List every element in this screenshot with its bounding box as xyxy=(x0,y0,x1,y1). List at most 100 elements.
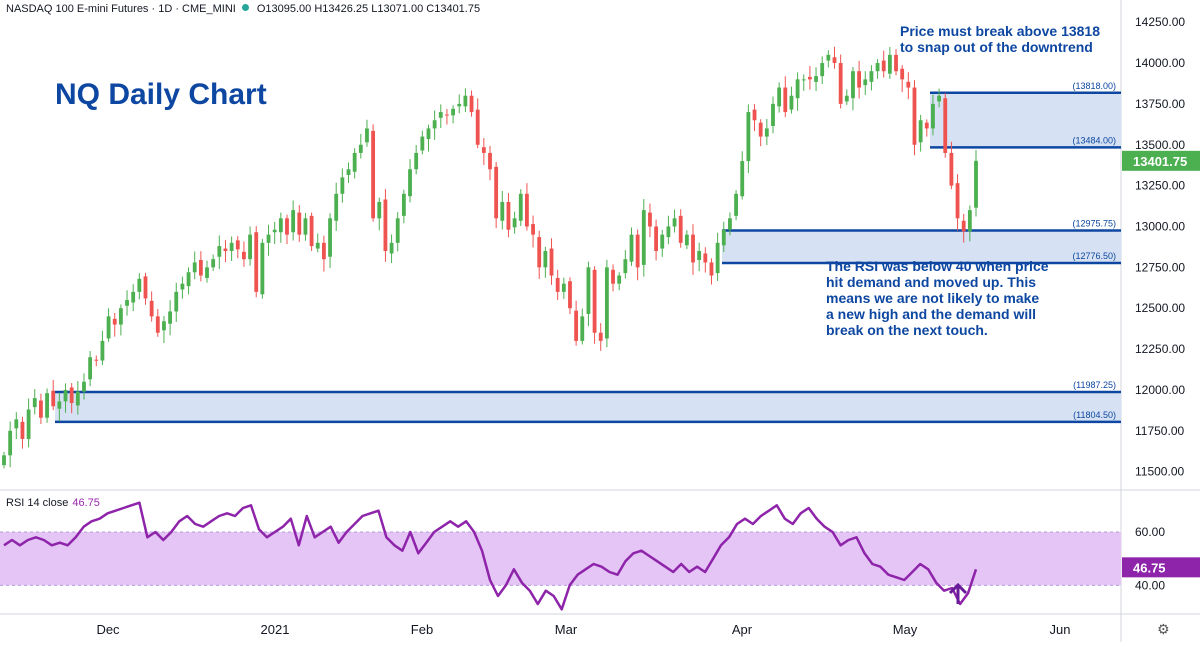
candle-down xyxy=(709,262,714,276)
candle-up xyxy=(543,251,548,268)
candle-up xyxy=(918,120,923,143)
rsi-axis-tick: 40.00 xyxy=(1135,578,1165,592)
candle-up xyxy=(334,193,339,221)
symbol-label[interactable]: NASDAQ 100 E-mini Futures · 1D · CME_MIN… xyxy=(6,3,236,15)
candle-up xyxy=(937,95,941,102)
candle-up xyxy=(100,340,105,361)
zone-top-label: (12975.75) xyxy=(1072,218,1116,228)
last-price-label: 13401.75 xyxy=(1133,154,1187,169)
candle-up xyxy=(672,218,677,227)
gear-icon[interactable]: ⚙ xyxy=(1157,621,1170,637)
candle-up xyxy=(131,291,136,303)
rsi-note-line-5: break on the next touch. xyxy=(826,322,988,338)
candle-down xyxy=(445,114,449,116)
candle-down xyxy=(592,269,597,333)
candle-up xyxy=(623,259,628,274)
breakout-note-line-2: to snap out of the downtrend xyxy=(900,39,1093,55)
candle-up xyxy=(303,218,308,235)
candle-up xyxy=(869,71,874,82)
candle-down xyxy=(703,253,708,263)
candle-up xyxy=(315,242,320,249)
time-axis-tick: May xyxy=(893,622,918,637)
candle-up xyxy=(229,242,234,251)
candle-up xyxy=(205,267,209,278)
candle-up xyxy=(26,409,31,439)
candle-up xyxy=(106,316,111,339)
demand-zone xyxy=(722,230,1121,264)
price-axis-tick: 13500.00 xyxy=(1135,138,1185,152)
candle-down xyxy=(783,87,788,113)
candle-up xyxy=(75,391,80,406)
candle-up xyxy=(180,283,185,290)
candle-up xyxy=(174,291,179,312)
price-axis-tick: 11500.00 xyxy=(1135,465,1184,479)
candle-up xyxy=(974,160,978,208)
candle-up xyxy=(57,401,62,409)
candle-down xyxy=(475,109,480,145)
candle-up xyxy=(377,201,382,219)
breakout-note: Price must break above 13818 to snap out… xyxy=(900,23,1100,55)
candle-up xyxy=(352,152,357,172)
candle-up xyxy=(887,54,892,74)
candle-up xyxy=(697,251,702,260)
last-price-tag xyxy=(1122,150,1200,171)
candle-down xyxy=(143,276,148,299)
candle-down xyxy=(943,98,948,153)
market-status-icon xyxy=(241,4,249,11)
candle-down xyxy=(924,122,929,129)
candle-down xyxy=(648,212,652,227)
demand-zone xyxy=(930,92,1121,148)
price-axis-tick: 12750.00 xyxy=(1135,260,1185,274)
time-axis-tick: Apr xyxy=(732,622,753,637)
candle-down xyxy=(321,242,326,260)
candle-up xyxy=(500,201,505,221)
candle-up xyxy=(408,169,412,197)
candle-up xyxy=(125,300,129,306)
candle-down xyxy=(254,232,259,292)
zone-bottom-label: (11804.50) xyxy=(1073,410,1116,420)
candle-up xyxy=(217,246,222,257)
rsi-band xyxy=(0,532,1121,586)
price-axis-tick: 12250.00 xyxy=(1135,342,1185,356)
zone-top-label: (11987.25) xyxy=(1073,380,1116,390)
candle-up xyxy=(192,262,197,273)
rsi-value: 46.75 xyxy=(72,497,100,509)
candle-up xyxy=(88,357,93,380)
candle-down xyxy=(297,212,302,235)
rsi-label[interactable]: RSI 14 close xyxy=(6,497,69,509)
candle-up xyxy=(851,71,855,99)
candle-up xyxy=(211,259,216,268)
candle-up xyxy=(162,321,166,331)
candle-up xyxy=(580,316,585,341)
candle-down xyxy=(691,234,695,263)
rsi-last-label: 46.75 xyxy=(1133,560,1166,575)
candle-up xyxy=(278,218,283,233)
candle-up xyxy=(715,242,720,274)
candle-up xyxy=(641,210,646,265)
price-axis-tick: 14000.00 xyxy=(1135,56,1185,70)
candle-down xyxy=(881,60,886,72)
candle-up xyxy=(629,234,634,262)
candle-down xyxy=(383,199,388,251)
candle-down xyxy=(469,95,474,113)
candle-down xyxy=(906,81,911,88)
candle-down xyxy=(654,226,659,251)
chart-title-annotation: NQ Daily Chart xyxy=(55,78,267,111)
rsi-header: RSI 14 close 46.75 xyxy=(6,497,100,509)
candle-up xyxy=(118,308,123,325)
candle-down xyxy=(309,215,314,247)
candle-down xyxy=(574,310,579,341)
candle-down xyxy=(494,166,499,219)
candle-down xyxy=(912,87,917,145)
candle-up xyxy=(844,95,849,102)
candle-up xyxy=(463,95,468,107)
candle-up xyxy=(63,389,68,402)
price-axis-tick: 12000.00 xyxy=(1135,383,1185,397)
candle-down xyxy=(525,193,529,227)
candle-up xyxy=(291,210,296,233)
time-axis-tick: Dec xyxy=(96,622,120,637)
candle-up xyxy=(358,144,363,153)
candle-up xyxy=(771,103,775,126)
candle-down xyxy=(832,57,837,64)
